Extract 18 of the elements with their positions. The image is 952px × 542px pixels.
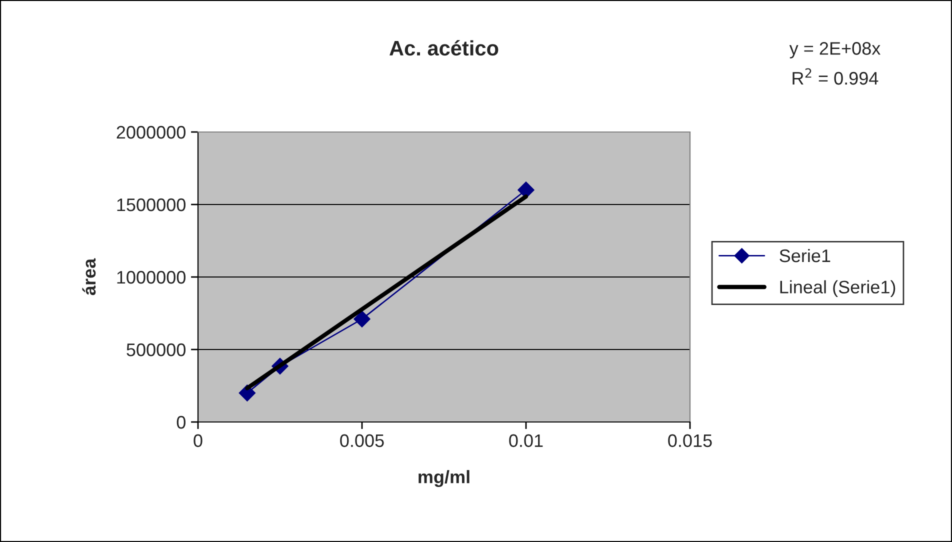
y-tick-label: 500000: [126, 343, 186, 356]
x-tick-label: 0.01: [509, 434, 543, 448]
y-axis-title: área: [82, 258, 96, 296]
text: R$^{2}$ = 0.994: [792, 68, 878, 85]
x-tick-label: 0: [194, 434, 202, 448]
y-tick-label: 2000000: [116, 126, 186, 139]
point: [518, 182, 534, 198]
x-axis-title: mg/ml: [418, 470, 470, 487]
y-tick-label: 1500000: [117, 198, 186, 212]
text: y = 2E+08x: [789, 42, 880, 58]
legend-label: Lineal (Serie1): [780, 280, 896, 298]
y-tick-label: 0: [176, 416, 186, 429]
chart-title: Ac. acético: [390, 40, 498, 56]
legend-label: Serie1: [780, 248, 830, 262]
x-tick-label: 0.015: [668, 434, 712, 448]
point: [354, 310, 370, 328]
y-tick-label: 1000000: [117, 270, 186, 284]
x-tick-label: 0.005: [340, 434, 384, 448]
